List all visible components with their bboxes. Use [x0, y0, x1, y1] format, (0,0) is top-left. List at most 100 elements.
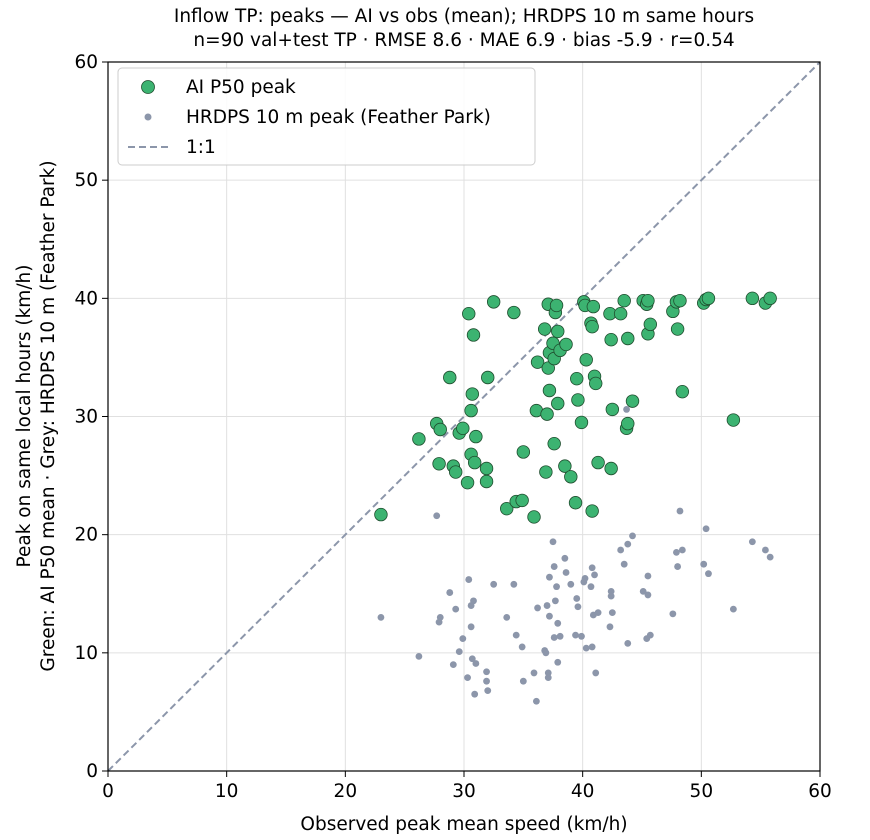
y-tick-label: 10 — [74, 643, 98, 664]
hrdps-point — [484, 687, 492, 695]
x-tick-label: 30 — [452, 781, 476, 802]
legend-one-to-one-label: 1:1 — [186, 137, 216, 158]
hrdps-point — [471, 690, 479, 698]
hrdps-point — [452, 605, 460, 613]
ai-p50-point — [726, 413, 741, 427]
ai-p50-point — [539, 465, 553, 479]
hrdps-point — [572, 631, 579, 639]
hrdps-point — [592, 669, 600, 677]
ai-p50-point — [432, 457, 446, 471]
hrdps-point — [573, 595, 581, 602]
ai-p50-point — [530, 355, 545, 369]
x-tick-label: 0 — [102, 781, 114, 802]
ai-p50-point — [589, 376, 603, 391]
x-axis-ticks: 0 10 20 30 40 50 60 — [102, 771, 832, 802]
ai-p50-point — [466, 328, 481, 342]
hrdps-point — [729, 605, 737, 613]
hrdps-series — [377, 406, 774, 705]
hrdps-point — [608, 609, 616, 617]
ai-p50-point — [745, 291, 760, 306]
hrdps-point — [673, 548, 680, 556]
ai-p50-point — [527, 510, 541, 524]
hrdps-point — [561, 554, 569, 562]
hrdps-point — [620, 560, 628, 568]
hrdps-point — [490, 580, 498, 588]
x-tick-label: 50 — [690, 781, 714, 802]
hrdps-point — [544, 674, 552, 682]
ai-p50-point — [604, 332, 618, 347]
hrdps-point — [591, 571, 598, 579]
ai-p50-point — [617, 293, 631, 308]
ai-p50-point — [571, 393, 585, 407]
ai-p50-point — [374, 507, 388, 522]
y-axis-ticks: 0 10 20 30 40 50 60 — [74, 52, 108, 782]
hrdps-point — [551, 597, 559, 605]
hrdps-point — [581, 574, 589, 582]
ai-p50-point — [542, 383, 557, 398]
ai-p50-point — [574, 415, 589, 430]
legend-hrdps-label: HRDPS 10 m peak (Feather Park) — [186, 107, 491, 128]
hrdps-point — [470, 597, 477, 605]
hrdps-point — [465, 576, 473, 583]
ai-p50-point — [625, 394, 640, 408]
ai-p50-point — [469, 429, 483, 444]
ai-p50-point — [479, 474, 494, 489]
ai-p50-point — [621, 331, 635, 346]
hrdps-point — [544, 669, 552, 677]
legend-box — [117, 67, 536, 166]
legend-ai-marker — [141, 80, 155, 94]
hrdps-point — [519, 677, 527, 685]
ai-p50-point — [465, 387, 480, 401]
ai-p50-point — [586, 299, 601, 314]
ai-p50-point — [604, 461, 618, 476]
ai-p50-point — [540, 407, 554, 421]
hrdps-point — [646, 631, 654, 639]
chart-subtitle: n=90 val+test TP · RMSE 8.6 · MAE 6.9 · … — [193, 30, 734, 51]
y-tick-label: 0 — [86, 761, 98, 782]
hrdps-point — [512, 631, 520, 639]
ai-p50-point — [515, 493, 529, 508]
ai-p50-point — [621, 416, 635, 431]
ai-p50-point — [670, 322, 685, 336]
hrdps-point — [554, 658, 562, 666]
ai-p50-point — [448, 465, 463, 479]
ai-p50-point — [412, 432, 426, 446]
x-axis-label: Observed peak mean speed (km/h) — [300, 814, 627, 835]
ai-p50-point — [467, 455, 482, 470]
hrdps-point — [705, 570, 712, 578]
hrdps-point — [766, 553, 774, 561]
hrdps-point — [617, 546, 625, 554]
hrdps-point — [446, 589, 454, 596]
hrdps-point — [518, 643, 526, 651]
hrdps-point — [700, 560, 708, 568]
ai-p50-point — [460, 475, 475, 490]
hrdps-point — [574, 603, 582, 611]
ai-p50-point — [547, 436, 561, 451]
ai-p50-point — [443, 370, 457, 385]
hrdps-point — [674, 563, 681, 570]
hrdps-point — [578, 632, 585, 640]
hrdps-point — [607, 592, 615, 600]
ai-p50-point — [516, 445, 531, 459]
ai-p50-point — [675, 384, 690, 399]
ai-p50-point — [585, 504, 599, 518]
hrdps-point — [554, 619, 562, 627]
ai-p50-point — [605, 402, 620, 417]
one-to-one-line — [107, 61, 821, 772]
hrdps-point — [556, 632, 564, 640]
hrdps-point — [624, 639, 632, 647]
ai-p50-point — [479, 461, 494, 476]
y-tick-label: 40 — [74, 288, 98, 309]
hrdps-point — [644, 572, 652, 580]
hrdps-point — [644, 591, 652, 599]
ai-p50-point — [579, 353, 593, 367]
ai-p50-point — [591, 455, 605, 470]
hrdps-point — [530, 669, 538, 677]
hrdps-point — [553, 583, 560, 591]
hrdps-point — [762, 546, 769, 554]
ai-p50-point — [551, 396, 565, 411]
y-tick-label: 20 — [74, 525, 98, 546]
ai-p50-point — [551, 324, 565, 339]
hrdps-point — [629, 532, 636, 540]
hrdps-point — [588, 643, 596, 651]
